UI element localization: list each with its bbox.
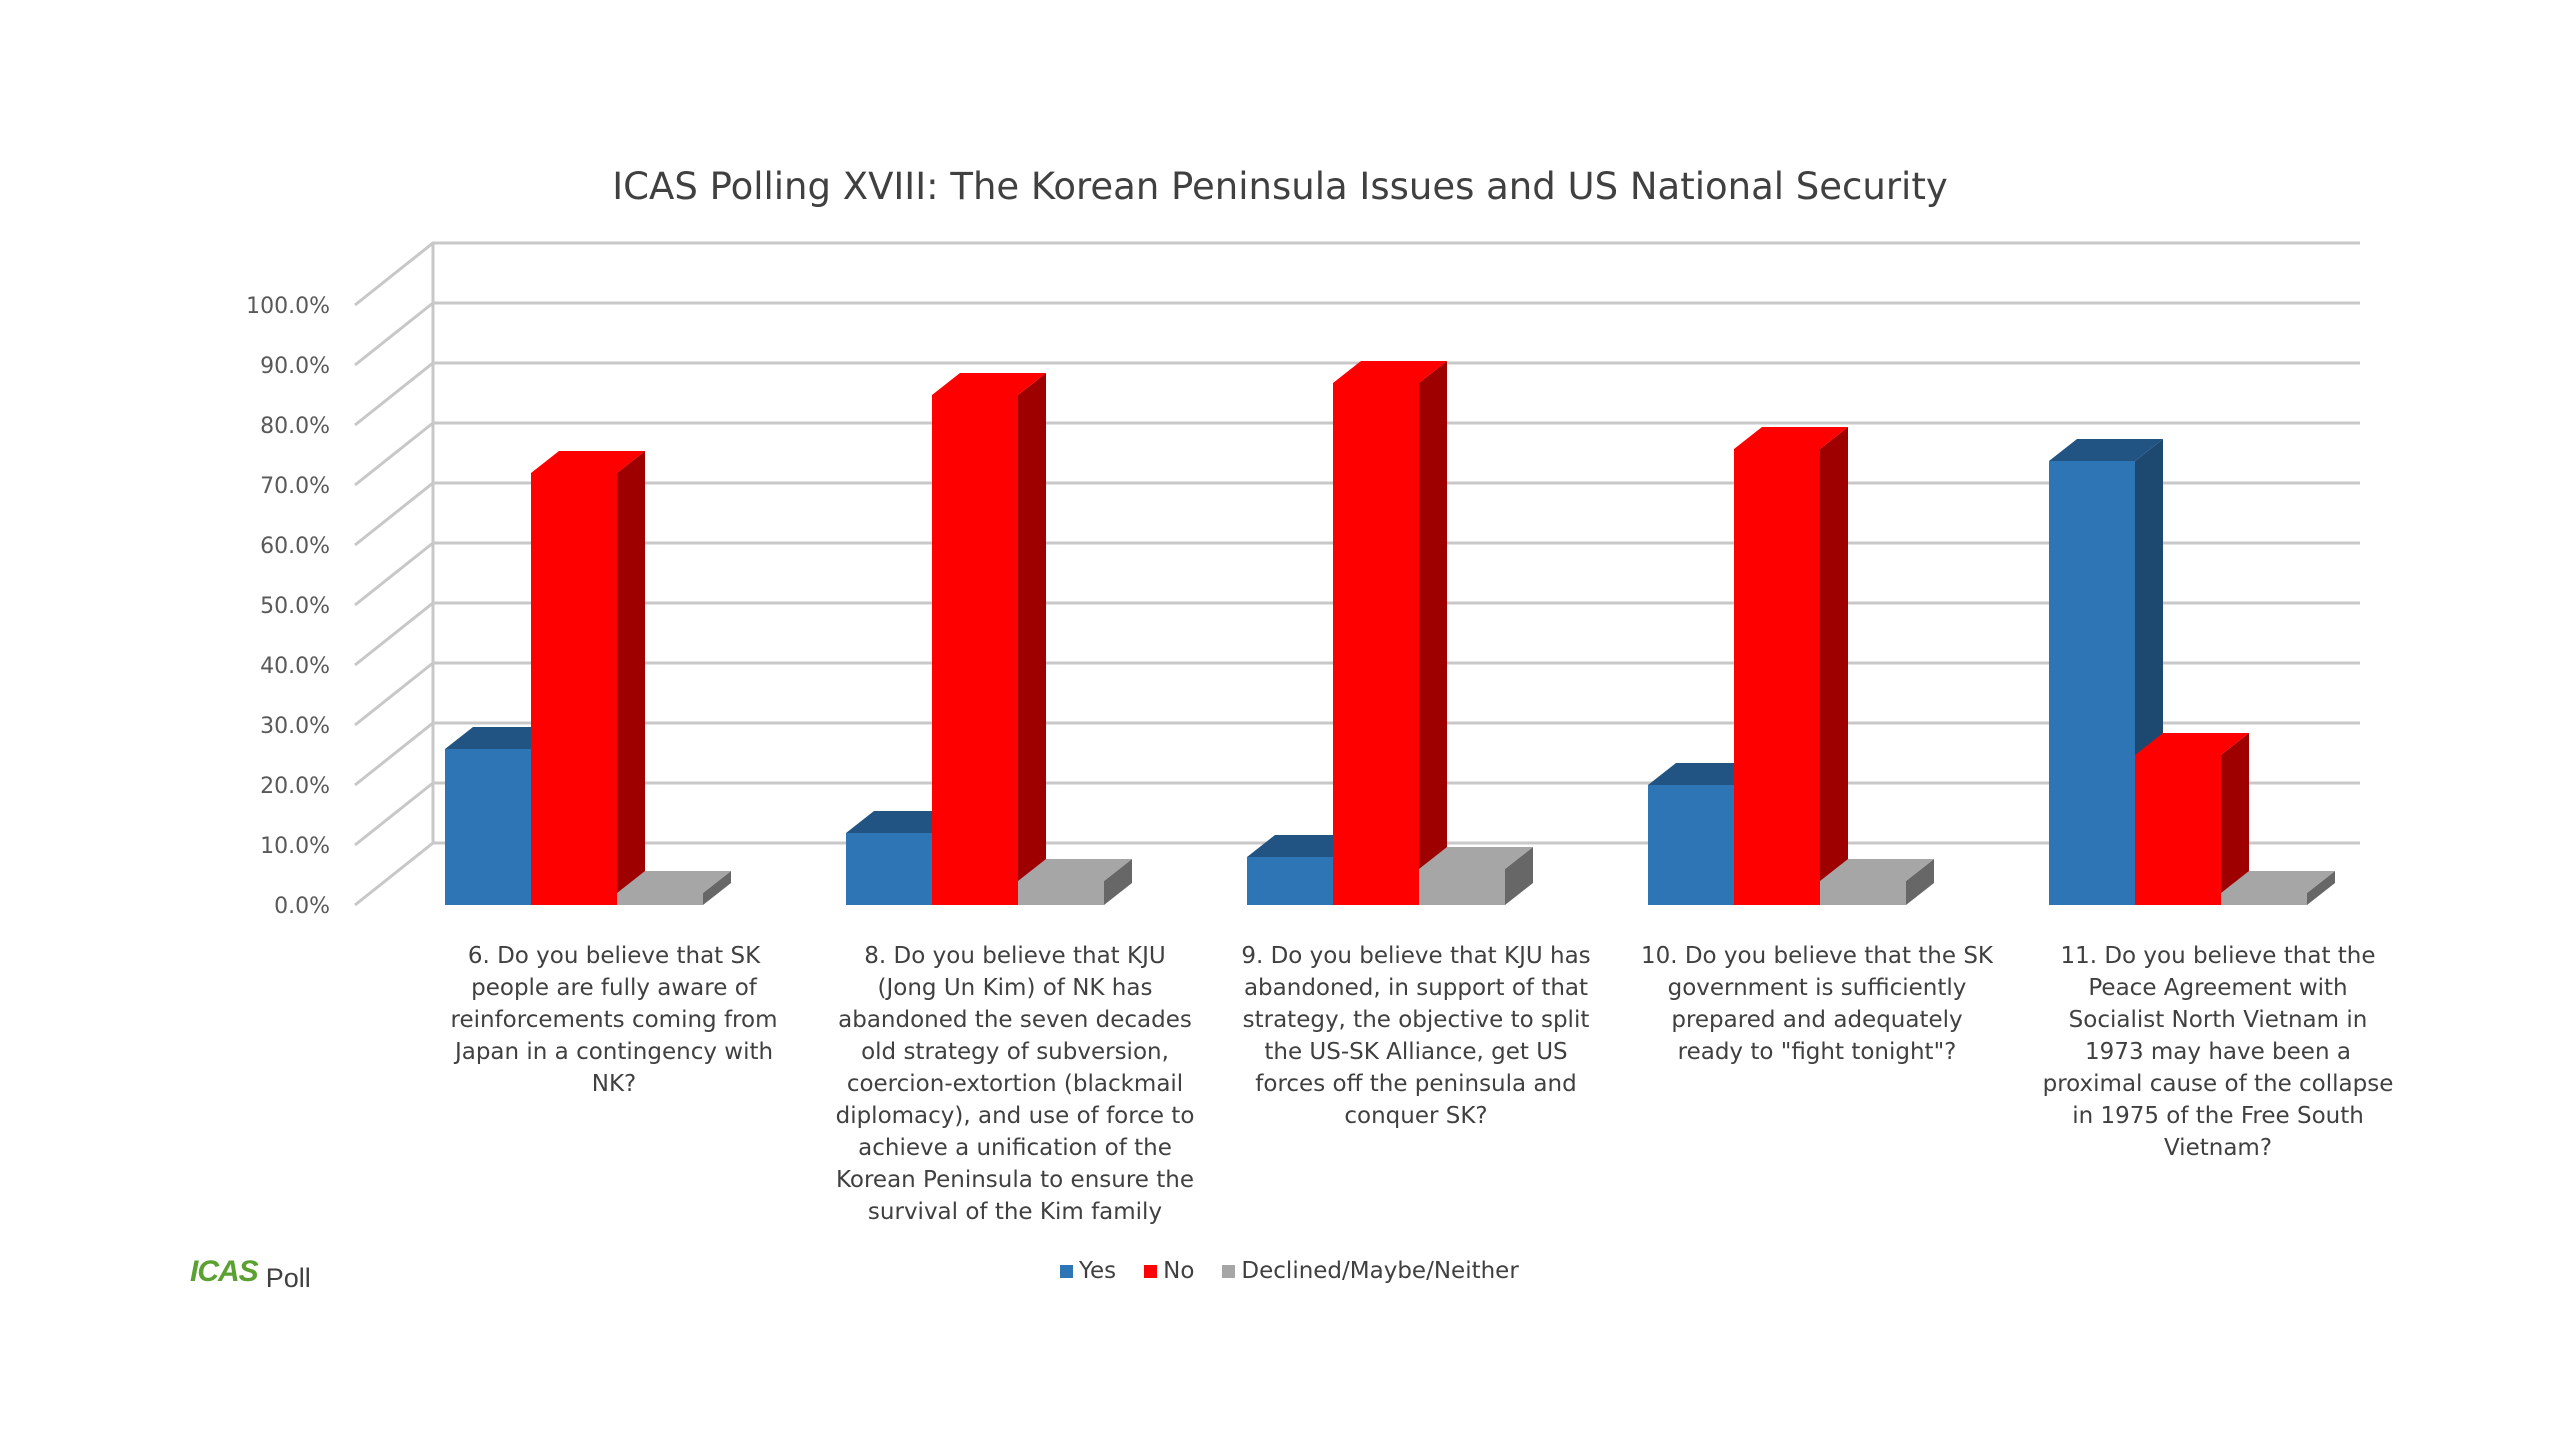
bar-top [1247,835,1361,857]
legend-swatch [1144,1264,1158,1278]
y-tick-label: 70.0% [260,474,330,499]
logo-label: Poll [265,1263,311,1293]
legend-item: No [1144,1258,1194,1284]
bar-yes-2 [1247,857,1333,905]
bar-top [846,811,960,833]
category-label: 9. Do you believe that KJU has abandoned… [1241,943,1591,1129]
bar-no-0 [531,473,617,905]
bar-no-2 [1333,383,1419,905]
bar-side [1505,847,1533,905]
category-label: 8. Do you believe that KJU (Jong Un Kim)… [835,943,1195,1225]
legend: Yes No Declined/Maybe/Neither [1060,1258,1547,1284]
gridline [354,301,2360,367]
bar-no-4 [2135,755,2221,905]
bar-declined-2 [1419,869,1505,905]
legend-swatch [1060,1264,1073,1278]
bar-top [1820,859,1934,881]
legend-swatch [1222,1264,1236,1278]
category-label: 11. Do you believe that the Peace Agreem… [2042,943,2394,1161]
legend-label: No [1163,1258,1195,1284]
y-tick-label: 10.0% [260,834,330,859]
bar-yes-3 [1648,785,1734,905]
bar-top [2135,733,2249,755]
y-tick-label: 40.0% [260,654,330,679]
bar-side [1419,361,1447,905]
bar-declined-3 [1820,881,1906,905]
y-tick-label: 20.0% [260,774,330,799]
bar-top [932,373,1046,395]
bar-declined-0 [617,893,703,905]
icas-poll-logo: ICAS Poll [190,1255,311,1293]
legend-item: Yes [1060,1258,1116,1284]
bar-declined-4 [2221,893,2307,905]
chart-title: ICAS Polling XVIII: The Korean Peninsula… [612,165,1948,208]
bar-side [617,451,645,905]
y-tick-label: 50.0% [260,594,330,619]
bar-side [2221,733,2249,905]
y-tick-label: 60.0% [260,534,330,559]
legend-label: Declined/Maybe/Neither [1241,1258,1519,1284]
y-tick-label: 90.0% [260,354,330,379]
bar-top [531,451,645,473]
bar-top [617,871,731,893]
y-tick-label: 0.0% [274,894,330,919]
bar-no-1 [932,395,1018,905]
category-label: 6. Do you believe that SK people are ful… [450,943,778,1097]
bar-no-3 [1734,449,1820,905]
bar-side [1820,427,1848,905]
gridline [354,241,2360,307]
bar-side [1906,859,1934,905]
icas-logo-mark: ICAS [190,1255,259,1288]
bar-top [1419,847,1533,869]
bar-side [2307,871,2335,905]
bar-top [1734,427,1848,449]
bar-yes-1 [846,833,932,905]
y-tick-label: 100.0% [246,294,330,319]
bar-side [1018,373,1046,905]
legend-label: Yes [1079,1258,1117,1284]
bar-yes-4 [2049,461,2135,905]
bar-top [445,727,559,749]
bar-top [1648,763,1762,785]
bar-top [1333,361,1447,383]
bar-top [2221,871,2335,893]
legend-item: Declined/Maybe/Neither [1222,1258,1519,1284]
category-label: 10. Do you believe that the SK governmen… [1640,943,1994,1065]
bar-side [1104,859,1132,905]
bar-side [703,871,731,905]
bar-top [2049,439,2163,461]
y-tick-label: 30.0% [260,714,330,739]
bar-top [1018,859,1132,881]
y-tick-label: 80.0% [260,414,330,439]
bar-declined-1 [1018,881,1104,905]
bar-yes-0 [445,749,531,905]
